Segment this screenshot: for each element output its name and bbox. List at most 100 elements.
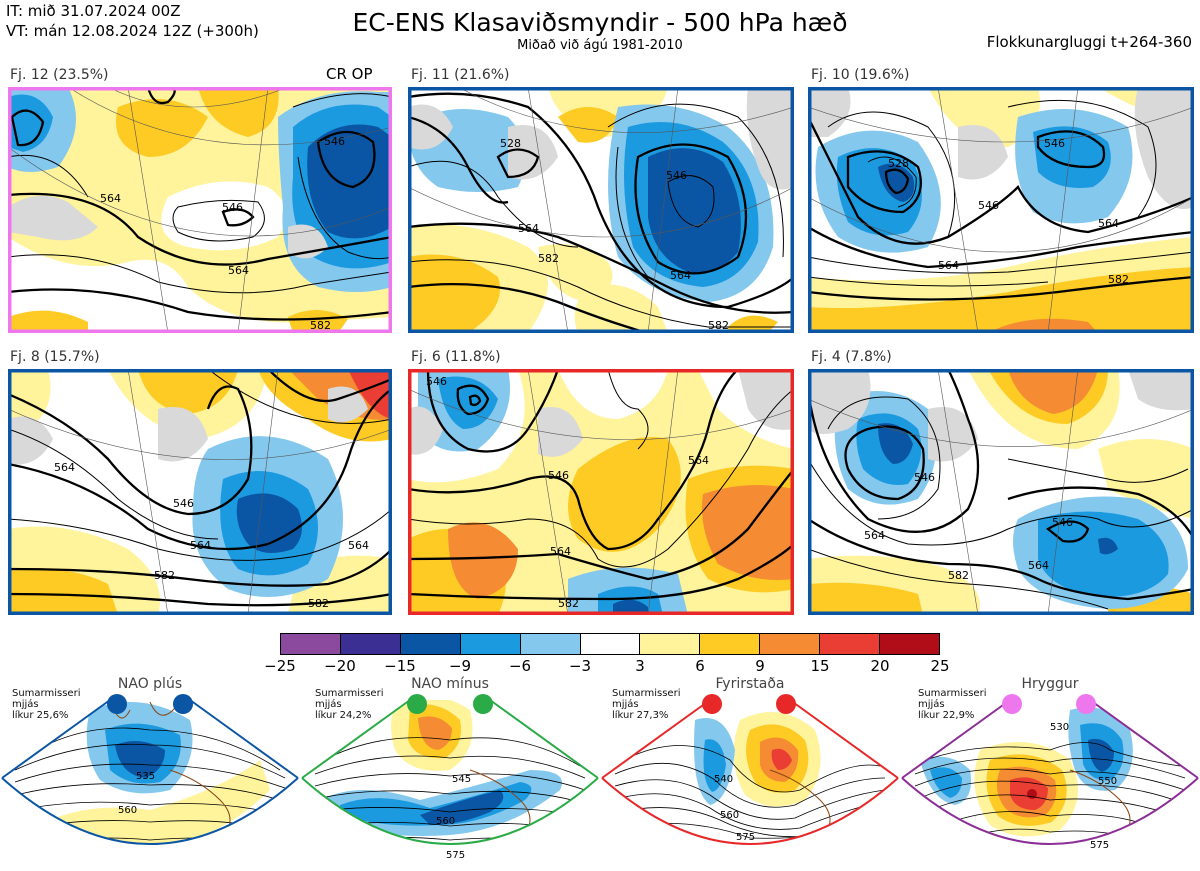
regime-3-info: Sumarmisseri mjjás líkur 27,3%: [612, 688, 680, 721]
regime-probability: líkur 22,9%: [918, 710, 975, 721]
contour-label: 528: [500, 137, 521, 150]
regime-marker: [407, 694, 427, 714]
regime-4-name: Hryggur: [1021, 676, 1079, 692]
contour-label: 535: [136, 771, 155, 782]
regime-3-frame: [601, 699, 899, 845]
regime-map-2: 545 560 575: [301, 699, 599, 861]
contour-label: 564: [550, 545, 571, 558]
contour-label: 575: [446, 850, 465, 861]
regime-probability: líkur 24,2%: [315, 710, 372, 721]
regime-season: Sumarmisseri: [315, 688, 384, 699]
colorbar-tick: −15: [384, 657, 416, 675]
contour-label: 564: [348, 539, 369, 552]
panel-4-label: Fj. 8 (15.7%): [10, 349, 100, 365]
regime-map-3: 540 560 575: [601, 699, 899, 845]
colorbar-swatch: [580, 634, 641, 654]
contour-label: 546: [914, 471, 935, 484]
colorbar-tick: −9: [448, 657, 472, 675]
panel-2-label: Fj. 11 (21.6%): [411, 67, 510, 83]
init-time: IT: mið 31.07.2024 00Z: [6, 2, 181, 20]
regime-mean: mjjás: [612, 699, 639, 710]
colorbar-swatch: [640, 634, 701, 654]
contour-label: 560: [118, 805, 137, 816]
contour-label: 575: [1090, 840, 1109, 851]
colorbar-swatch: [460, 634, 521, 654]
regime-1-info: Sumarmisseri mjjás líkur 25,6%: [12, 688, 80, 721]
regime-probability: líkur 25,6%: [12, 710, 69, 721]
contour-label: 540: [714, 774, 733, 785]
cluster-map-6: 546 546 564 564 582: [808, 369, 1194, 615]
panel-1-badge: CR OP: [326, 65, 373, 83]
contour-label: 550: [1098, 776, 1117, 787]
regime-4-info: Sumarmisseri mjjás líkur 22,9%: [918, 688, 986, 721]
contour-label: 582: [154, 569, 175, 582]
regime-2-markers: [407, 694, 493, 714]
contour-label: 564: [864, 529, 885, 542]
colorbar-tick: 6: [695, 657, 705, 675]
contour-label: 564: [1028, 559, 1049, 572]
contour-label: 546: [548, 469, 569, 482]
regime-marker: [702, 694, 722, 714]
contour-label: 546: [222, 201, 243, 214]
contour-label: 582: [708, 319, 729, 332]
colorbar-tick: −3: [568, 657, 592, 675]
regime-2-frame: [301, 699, 599, 845]
colorbar-tick: −20: [324, 657, 356, 675]
regime-marker: [107, 694, 127, 714]
contour-label: 564: [670, 269, 691, 282]
contour-label: 582: [538, 252, 559, 265]
contour-label: 546: [1052, 516, 1073, 529]
regime-mean: mjjás: [315, 699, 342, 710]
colorbar-tick: 15: [810, 657, 830, 675]
regime-probability: líkur 27,3%: [612, 710, 669, 721]
contour-label: 582: [948, 569, 969, 582]
contour-label: 564: [518, 222, 539, 235]
contour-label: 564: [688, 454, 709, 467]
contour-label: 560: [436, 816, 455, 827]
regime-1-markers: [107, 694, 193, 714]
colorbar-tick: −25: [264, 657, 296, 675]
contour-label: 582: [308, 597, 329, 610]
panel-1-label: Fj. 12 (23.5%): [10, 67, 109, 83]
regime-season: Sumarmisseri: [918, 688, 987, 699]
contour-label: 564: [54, 461, 75, 474]
regime-season: Sumarmisseri: [12, 688, 81, 699]
contour-label: 545: [452, 774, 471, 785]
page-title: EC-ENS Klasaviðsmyndir - 500 hPa hæð: [352, 8, 848, 37]
regime-marker: [1002, 694, 1022, 714]
contour-label: 564: [1098, 217, 1119, 230]
cluster-map-3: 528 546 546 564 564 582: [808, 87, 1194, 333]
contour-label: 564: [228, 264, 249, 277]
contour-label: 546: [324, 135, 345, 148]
panel-3-frame: [808, 87, 1194, 333]
colorbar-tick: 20: [870, 657, 890, 675]
panel-5-frame: [408, 369, 794, 615]
panel-4-frame: [8, 369, 392, 615]
regime-2-name: NAO mínus: [411, 676, 489, 692]
contour-label: 546: [666, 169, 687, 182]
panel-2-frame: [408, 87, 794, 333]
contour-label: 546: [426, 375, 447, 388]
panel-5-label: Fj. 6 (11.8%): [411, 349, 501, 365]
colorbar-tick: 3: [635, 657, 645, 675]
contour-label: 582: [310, 319, 331, 332]
colorbar-swatch: [700, 634, 761, 654]
cluster-map-4: 564 546 564 582 564 582: [8, 369, 392, 615]
regime-mean: mjjás: [12, 699, 39, 710]
regime-4-frame: [901, 699, 1199, 845]
regime-4-markers: [1002, 694, 1096, 714]
anomaly-colorbar: [280, 633, 940, 655]
contour-label: 564: [100, 192, 121, 205]
contour-label: 546: [1044, 137, 1065, 150]
colorbar-swatch: [340, 634, 401, 654]
regime-marker: [1076, 694, 1096, 714]
cluster-map-5: 546 546 564 564 582: [408, 369, 794, 615]
contour-label: 530: [1050, 722, 1069, 733]
regime-1-name: NAO plús: [117, 676, 183, 692]
panel-1-frame: [8, 87, 392, 333]
regime-map-1: 535 560: [1, 699, 299, 845]
contour-label: 582: [558, 597, 579, 610]
regime-marker: [173, 694, 193, 714]
cluster-map-1: 546 564 546 564 582: [8, 87, 392, 333]
regime-season: Sumarmisseri: [612, 688, 681, 699]
